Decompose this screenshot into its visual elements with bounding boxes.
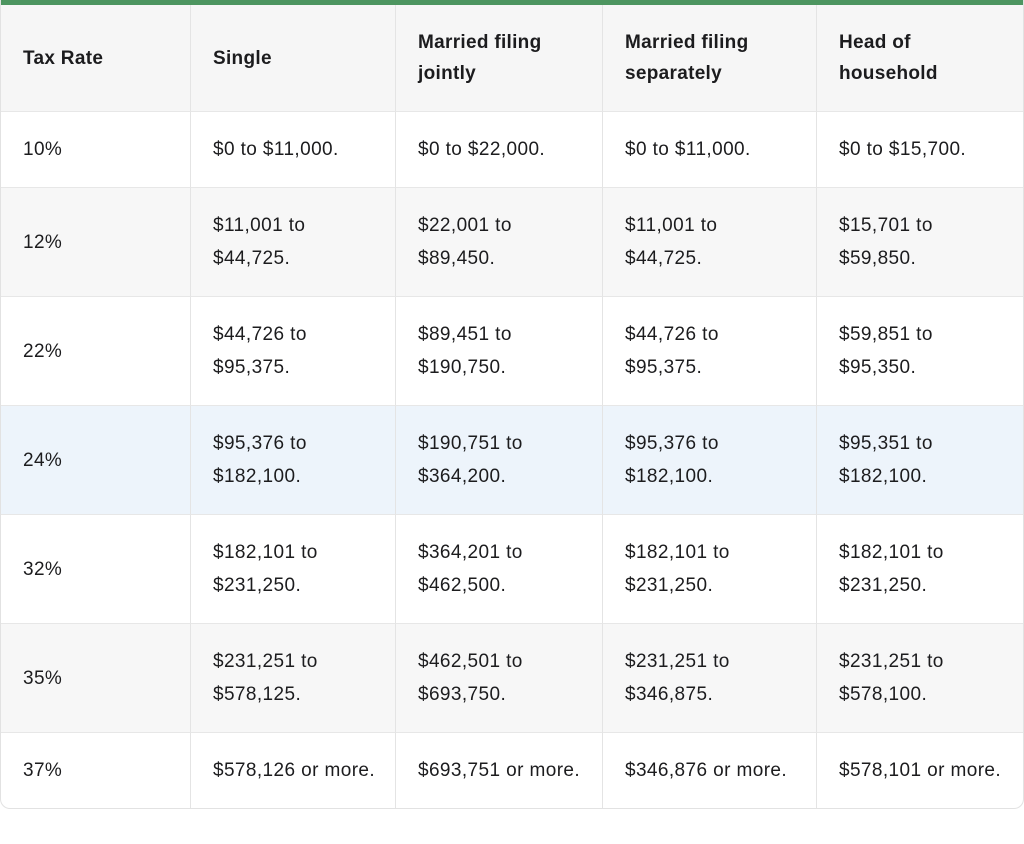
- column-header-single: Single: [190, 5, 395, 112]
- tax-rate-cell: 35%: [1, 623, 190, 732]
- bracket-range-cell: $44,726 to $95,375.: [190, 296, 395, 405]
- bracket-range-cell: $578,126 or more.: [190, 732, 395, 808]
- bracket-range-cell: $95,376 to $182,100.: [190, 405, 395, 514]
- table-row: 12% $11,001 to $44,725. $22,001 to $89,4…: [1, 187, 1023, 296]
- bracket-range-cell: $95,376 to $182,100.: [602, 405, 816, 514]
- bracket-range-cell: $95,351 to $182,100.: [816, 405, 1023, 514]
- bracket-range-cell: $346,876 or more.: [602, 732, 816, 808]
- bracket-range-cell: $462,501 to $693,750.: [395, 623, 602, 732]
- tax-brackets-card: Tax Rate Single Married filing jointly M…: [0, 0, 1024, 809]
- column-header-tax-rate: Tax Rate: [1, 5, 190, 112]
- table-row: 22% $44,726 to $95,375. $89,451 to $190,…: [1, 296, 1023, 405]
- bracket-range-cell: $15,701 to $59,850.: [816, 187, 1023, 296]
- bracket-range-cell: $231,251 to $578,125.: [190, 623, 395, 732]
- bracket-range-cell: $0 to $11,000.: [190, 112, 395, 187]
- tax-rate-cell: 12%: [1, 187, 190, 296]
- tax-rate-cell: 22%: [1, 296, 190, 405]
- table-row: 10% $0 to $11,000. $0 to $22,000. $0 to …: [1, 112, 1023, 187]
- bracket-range-cell: $22,001 to $89,450.: [395, 187, 602, 296]
- bracket-range-cell: $11,001 to $44,725.: [190, 187, 395, 296]
- bracket-range-cell: $231,251 to $346,875.: [602, 623, 816, 732]
- bracket-range-cell: $693,751 or more.: [395, 732, 602, 808]
- bracket-range-cell: $0 to $11,000.: [602, 112, 816, 187]
- table-row-highlighted: 24% $95,376 to $182,100. $190,751 to $36…: [1, 405, 1023, 514]
- bracket-range-cell: $182,101 to $231,250.: [602, 514, 816, 623]
- table-body: 10% $0 to $11,000. $0 to $22,000. $0 to …: [1, 112, 1023, 808]
- bracket-range-cell: $364,201 to $462,500.: [395, 514, 602, 623]
- table-header: Tax Rate Single Married filing jointly M…: [1, 5, 1023, 112]
- bracket-range-cell: $231,251 to $578,100.: [816, 623, 1023, 732]
- tax-rate-cell: 32%: [1, 514, 190, 623]
- bracket-range-cell: $0 to $22,000.: [395, 112, 602, 187]
- column-header-married-filing-jointly: Married filing jointly: [395, 5, 602, 112]
- bracket-range-cell: $578,101 or more.: [816, 732, 1023, 808]
- tax-rate-cell: 24%: [1, 405, 190, 514]
- column-header-head-of-household: Head of household: [816, 5, 1023, 112]
- bracket-range-cell: $44,726 to $95,375.: [602, 296, 816, 405]
- tax-brackets-table: Tax Rate Single Married filing jointly M…: [1, 5, 1023, 808]
- header-row: Tax Rate Single Married filing jointly M…: [1, 5, 1023, 112]
- bracket-range-cell: $182,101 to $231,250.: [190, 514, 395, 623]
- bracket-range-cell: $0 to $15,700.: [816, 112, 1023, 187]
- tax-rate-cell: 37%: [1, 732, 190, 808]
- column-header-married-filing-separately: Married filing separately: [602, 5, 816, 112]
- tax-rate-cell: 10%: [23, 139, 63, 160]
- table-row: 35% $231,251 to $578,125. $462,501 to $6…: [1, 623, 1023, 732]
- table-row: 32% $182,101 to $231,250. $364,201 to $4…: [1, 514, 1023, 623]
- bracket-range-cell: $190,751 to $364,200.: [395, 405, 602, 514]
- table-row: 37% $578,126 or more. $693,751 or more. …: [1, 732, 1023, 808]
- accent-top-bar: [1, 0, 1023, 5]
- bracket-range-cell: $11,001 to $44,725.: [602, 187, 816, 296]
- bracket-range-cell: $89,451 to $190,750.: [395, 296, 602, 405]
- bracket-range-cell: $182,101 to $231,250.: [816, 514, 1023, 623]
- bracket-range-cell: $59,851 to $95,350.: [816, 296, 1023, 405]
